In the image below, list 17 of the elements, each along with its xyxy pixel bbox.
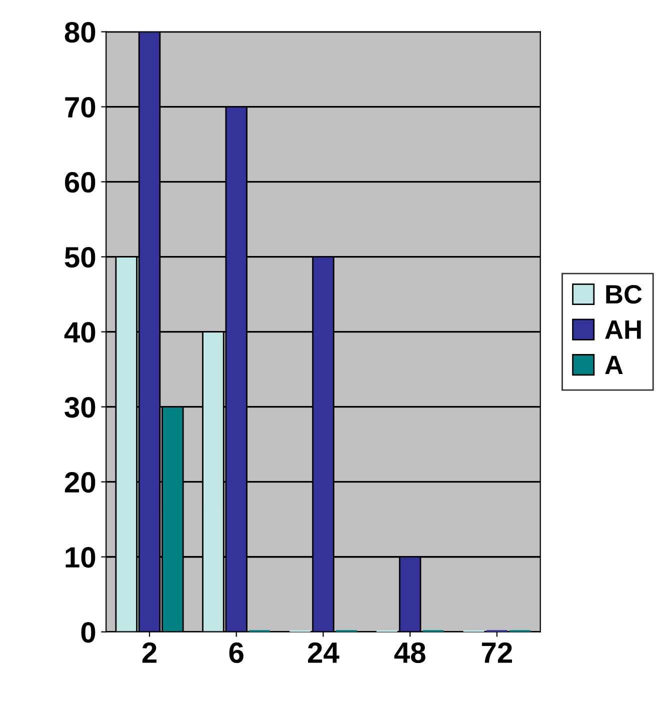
- x-tick-label: 48: [394, 642, 426, 664]
- legend-label: A: [605, 356, 623, 374]
- y-tick-label: 50: [64, 247, 96, 268]
- x-tick-label: 72: [482, 642, 512, 663]
- y-tick-label: 60: [64, 172, 96, 193]
- y-tick-label: 20: [64, 472, 96, 493]
- y-tick-label: 40: [64, 322, 96, 343]
- legend-label: BC: [606, 284, 642, 304]
- x-tick-label: 2: [142, 642, 156, 663]
- legend-label: AH: [605, 320, 641, 339]
- y-tick-label: 10: [66, 547, 96, 568]
- y-tick-label: 70: [65, 96, 96, 118]
- x-tick-label: 24: [308, 642, 340, 663]
- y-tick-label: 0: [81, 622, 96, 643]
- y-tick-label: 80: [64, 22, 96, 43]
- y-tick-label: 30: [64, 397, 96, 418]
- x-tick-label: 6: [229, 642, 244, 664]
